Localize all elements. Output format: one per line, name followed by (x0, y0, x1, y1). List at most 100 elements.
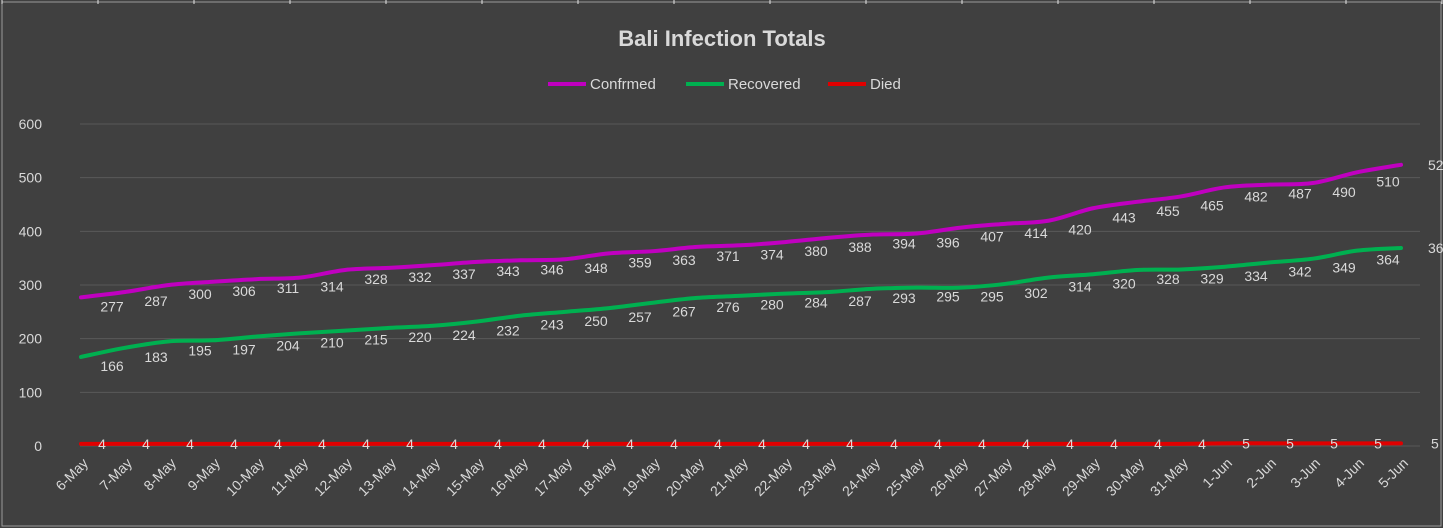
data-label: 4 (934, 436, 942, 452)
data-label: 4 (494, 436, 502, 452)
data-label: 314 (1068, 278, 1092, 294)
data-label: 4 (582, 436, 590, 452)
data-label: 215 (364, 332, 388, 348)
data-label: 396 (936, 234, 960, 250)
data-label: 4 (758, 436, 766, 452)
data-label: 224 (452, 327, 476, 343)
y-tick-label: 600 (19, 116, 43, 132)
data-label: 4 (978, 436, 986, 452)
data-label: 364 (1376, 252, 1400, 268)
data-label: 4 (846, 436, 854, 452)
y-tick-label: 0 (34, 438, 42, 454)
data-label: 204 (276, 338, 300, 354)
data-label: 342 (1288, 263, 1312, 279)
y-tick-label: 200 (19, 331, 43, 347)
data-label: 311 (277, 280, 300, 296)
series-lines (79, 162, 1403, 446)
data-label: 4 (1110, 436, 1118, 452)
data-label: 443 (1112, 209, 1136, 225)
data-label: 295 (936, 289, 960, 305)
data-label: 487 (1288, 186, 1312, 202)
horizontal-gridlines (80, 123, 1420, 447)
data-label: 5 (1286, 435, 1294, 451)
data-label: 293 (892, 290, 916, 306)
data-label: 257 (628, 309, 652, 325)
data-label: 349 (1332, 260, 1356, 276)
legend-item: Recovered (686, 76, 801, 93)
data-label: 280 (760, 297, 784, 313)
data-label: 4 (318, 436, 326, 452)
y-tick-label: 400 (19, 223, 43, 239)
data-label: 334 (1244, 268, 1268, 284)
data-label: 482 (1244, 188, 1268, 204)
y-tick-label: 300 (19, 277, 43, 293)
legend-item: Confrmed (548, 76, 656, 93)
data-label: 4 (1022, 436, 1030, 452)
data-label: 302 (1024, 285, 1048, 301)
data-label: 287 (144, 293, 168, 309)
data-label: 4 (626, 436, 634, 452)
data-label: 197 (232, 341, 256, 357)
data-label: 4 (142, 436, 150, 452)
data-label: 414 (1024, 225, 1048, 241)
data-label: 388 (848, 239, 872, 255)
data-label: 306 (232, 283, 256, 299)
data-label: 277 (100, 298, 124, 314)
chart-title: Bali Infection Totals (618, 26, 825, 51)
legend-label: Died (870, 76, 901, 93)
data-label: 183 (144, 349, 168, 365)
data-label: 407 (980, 229, 1004, 245)
data-label: 5 (1431, 435, 1439, 451)
data-label: 455 (1156, 203, 1180, 219)
y-tick-label: 100 (19, 384, 43, 400)
data-label: 346 (540, 261, 564, 277)
y-tick-label: 500 (19, 170, 43, 186)
data-label: 243 (540, 317, 564, 333)
data-label: 359 (628, 254, 652, 270)
data-label: 4 (450, 436, 458, 452)
series-line-confrmed (79, 162, 1403, 300)
legend-label: Confrmed (590, 76, 656, 93)
data-label: 267 (672, 304, 696, 320)
data-labels: 277 287 300 306 311 314 328 332 337 343 346 348 359 3… (98, 157, 1443, 452)
data-label: 4 (1066, 436, 1074, 452)
data-label: 394 (892, 236, 916, 252)
data-label: 4 (670, 436, 678, 452)
data-label: 4 (186, 436, 194, 452)
data-label: 4 (1198, 436, 1206, 452)
legend-label: Recovered (728, 76, 801, 93)
y-axis: 0 100 200 300 400 500 600 (19, 116, 43, 454)
data-label: 343 (496, 263, 520, 279)
data-label: 5 (1330, 435, 1338, 451)
series-line-recovered (79, 245, 1403, 359)
data-label: 369 (1428, 240, 1443, 256)
data-label: 4 (802, 436, 810, 452)
data-label: 4 (714, 436, 722, 452)
data-label: 232 (496, 322, 520, 338)
data-label: 4 (890, 436, 898, 452)
data-label: 329 (1200, 270, 1224, 286)
data-label: 363 (672, 252, 696, 268)
data-label: 5 (1374, 435, 1382, 451)
data-label: 374 (760, 246, 784, 262)
data-label: 490 (1332, 184, 1356, 200)
data-label: 4 (274, 436, 282, 452)
data-label: 380 (804, 243, 828, 259)
data-label: 220 (408, 329, 432, 345)
data-label: 300 (188, 286, 212, 302)
data-label: 524 (1428, 157, 1443, 173)
data-label: 4 (1154, 436, 1162, 452)
data-label: 332 (408, 269, 432, 285)
data-label: 276 (716, 299, 740, 315)
data-label: 328 (1156, 271, 1180, 287)
legend-item: Died (828, 76, 901, 93)
data-label: 465 (1200, 197, 1224, 213)
series-line-died (79, 441, 1403, 446)
data-label: 328 (364, 271, 388, 287)
data-label: 4 (362, 436, 370, 452)
